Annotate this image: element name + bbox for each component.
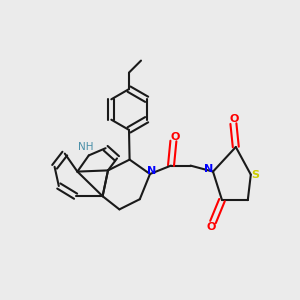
Text: O: O: [229, 114, 239, 124]
Text: N: N: [204, 164, 213, 174]
Text: O: O: [207, 221, 216, 232]
Text: N: N: [147, 166, 156, 176]
Text: NH: NH: [78, 142, 94, 152]
Text: S: S: [251, 169, 259, 180]
Text: O: O: [170, 131, 180, 142]
